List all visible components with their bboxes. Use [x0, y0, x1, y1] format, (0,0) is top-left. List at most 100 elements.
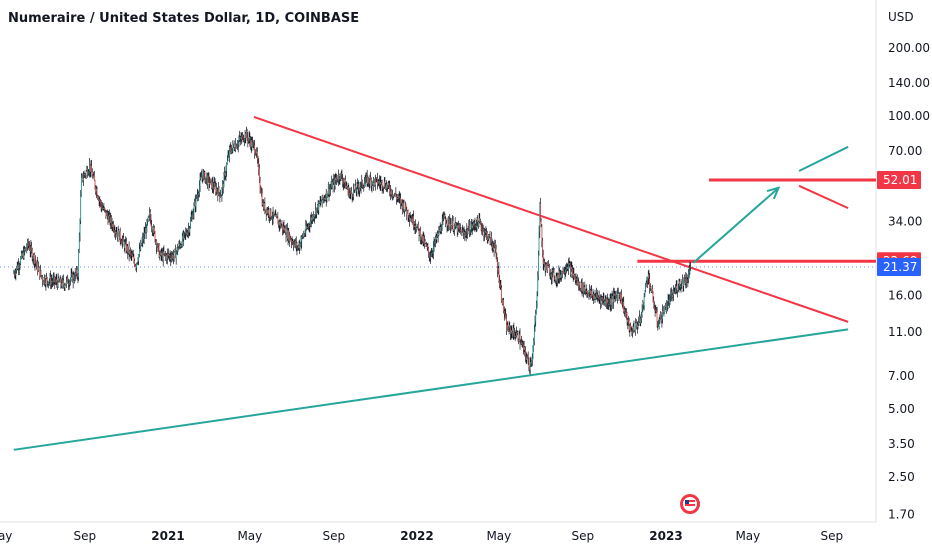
- candle-body: [41, 275, 43, 277]
- candle-body: [284, 228, 286, 231]
- candle-body: [289, 235, 290, 241]
- candle-body: [413, 225, 415, 228]
- candle-body: [430, 256, 432, 258]
- horizontal-levels[interactable]: [637, 178, 876, 263]
- x-tick-label: Sep: [820, 529, 843, 543]
- candle-body: [23, 248, 25, 259]
- candle-body: [374, 178, 376, 185]
- candle-body: [664, 306, 666, 308]
- candle-body: [357, 184, 359, 186]
- candle-body: [61, 279, 63, 286]
- candle-body: [356, 184, 358, 192]
- support-trendline[interactable]: [13, 328, 849, 451]
- candle-body: [426, 245, 427, 247]
- candle-body: [361, 180, 363, 183]
- candle-body: [229, 146, 231, 148]
- price-tag: [877, 258, 921, 277]
- candle-body: [194, 201, 196, 206]
- candle-body: [40, 270, 41, 277]
- candle-body: [679, 281, 681, 286]
- candle-body: [538, 254, 539, 277]
- candle-body: [514, 336, 516, 338]
- candle-body: [261, 193, 262, 194]
- price-axis[interactable]: 200.00 140.00 100.00 70.00 34.00 16.00 11.00 7.…: [888, 41, 930, 522]
- candle-body: [168, 255, 170, 256]
- candle-body: [25, 248, 26, 251]
- candle-body: [641, 314, 642, 319]
- price-tag-label: 52.01: [883, 173, 917, 187]
- flag-icon[interactable]: [680, 494, 700, 514]
- candle-body: [251, 140, 253, 147]
- candle-body: [40, 270, 42, 276]
- candle-body: [46, 277, 48, 282]
- candle-body: [31, 249, 33, 259]
- candle-body: [170, 257, 172, 260]
- candle-body: [258, 163, 260, 169]
- candle-body: [661, 318, 663, 322]
- candle-body: [259, 168, 260, 182]
- candle-body: [244, 139, 245, 141]
- candle-body: [22, 252, 24, 257]
- candle-body: [88, 171, 90, 174]
- candle-body: [542, 255, 544, 264]
- candle-body: [347, 187, 349, 190]
- projection-arrows[interactable]: [692, 145, 849, 264]
- candle-body: [619, 293, 621, 300]
- candle-body: [154, 231, 156, 241]
- candle-body: [151, 227, 153, 232]
- candle-body: [317, 204, 318, 208]
- candle-body: [576, 279, 578, 280]
- candle-body: [250, 141, 251, 147]
- candle-body: [82, 175, 84, 181]
- candle-body: [589, 289, 591, 294]
- candle-body: [182, 235, 184, 240]
- candle-body: [567, 266, 569, 269]
- candle-body: [174, 249, 176, 252]
- candle-body: [555, 279, 556, 281]
- candle-body: [293, 243, 295, 247]
- candle-body: [435, 237, 437, 240]
- candle-body: [213, 183, 215, 189]
- candle-body: [366, 175, 367, 178]
- candle-body: [171, 254, 173, 257]
- candle-body: [624, 309, 626, 312]
- candle-body: [678, 281, 680, 289]
- candle-body: [464, 232, 466, 235]
- candle-body: [231, 148, 233, 153]
- candle-body: [318, 201, 320, 211]
- x-tick-label: May: [486, 529, 511, 543]
- candle-body: [296, 242, 298, 249]
- candle-body: [340, 173, 342, 175]
- resistance-trendline[interactable]: [253, 116, 849, 323]
- time-axis[interactable]: Sep 2021 May Sep 2022 May Sep 2023 May Sep May: [0, 529, 843, 543]
- candle-body: [51, 280, 53, 282]
- candle-body: [327, 188, 329, 195]
- candle-body: [111, 223, 113, 227]
- candle-body: [280, 221, 281, 227]
- candle-body: [405, 204, 406, 210]
- candle-body: [37, 267, 39, 271]
- candle-body: [585, 290, 586, 292]
- candle-body: [615, 294, 616, 296]
- candle-body: [303, 234, 305, 238]
- candle-body: [239, 137, 241, 139]
- candle-body: [232, 144, 234, 149]
- candle-body: [53, 276, 55, 279]
- candle-body: [101, 206, 103, 210]
- candle-body: [344, 179, 346, 183]
- candle-body: [410, 218, 412, 220]
- candle-body: [16, 266, 17, 271]
- candle-body: [223, 175, 225, 188]
- candle-body: [496, 256, 498, 262]
- candle-body: [310, 221, 311, 226]
- candle-body: [158, 245, 160, 258]
- candle-body: [128, 247, 130, 255]
- candle-body: [398, 196, 400, 198]
- candle-body: [219, 192, 221, 197]
- candle-body: [364, 181, 366, 184]
- candle-body: [93, 175, 95, 177]
- candle-body: [475, 225, 477, 227]
- candle-body: [113, 223, 114, 231]
- candle-body: [76, 270, 78, 276]
